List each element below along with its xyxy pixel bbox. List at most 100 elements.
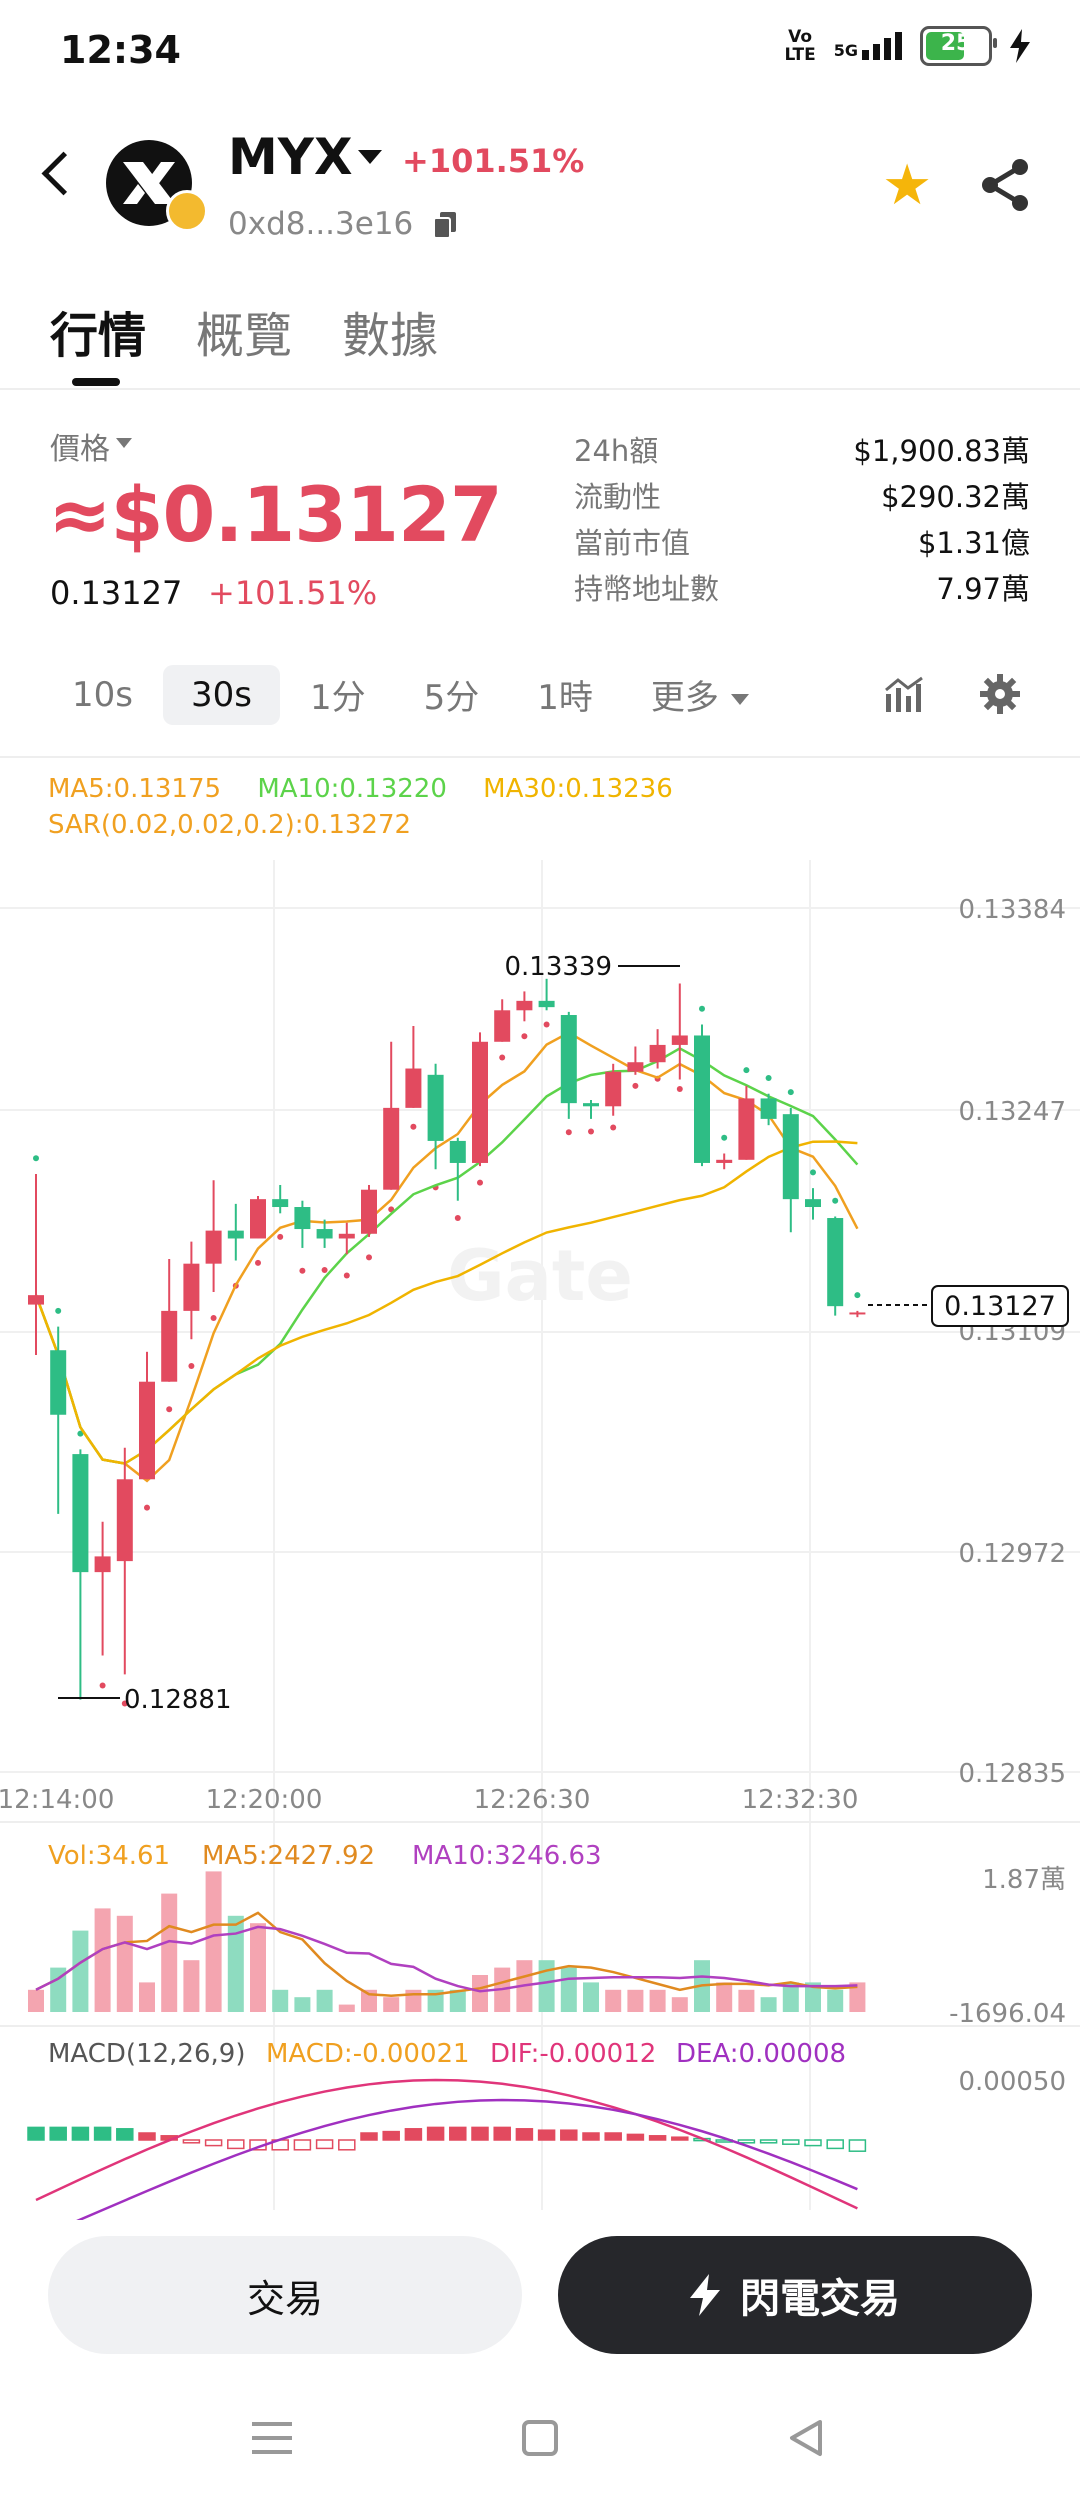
tf-5m[interactable]: 5分 xyxy=(423,678,480,718)
macd-bar xyxy=(227,2139,245,2150)
candle-body xyxy=(716,1159,733,1163)
tf-more[interactable]: 更多 xyxy=(623,660,777,729)
sar-dot xyxy=(321,1266,328,1273)
tf-1h[interactable]: 1時 xyxy=(537,678,593,718)
stat-row: 持幣地址數 7.97萬 xyxy=(574,572,1030,606)
ma5-line xyxy=(34,1031,859,1483)
price-raw: 0.13127 xyxy=(50,574,183,612)
favorite-star-icon[interactable]: ★ xyxy=(882,153,933,218)
sar-dot xyxy=(610,1124,617,1131)
home-nav-icon[interactable] xyxy=(520,2418,560,2458)
header-change: +101.51% xyxy=(402,142,585,180)
sar-dot xyxy=(55,1307,62,1314)
y-tick: 0.13247 xyxy=(958,1097,1066,1127)
macd-bar xyxy=(471,2126,489,2141)
sar-dot xyxy=(343,1272,350,1279)
x-tick: 12:26:30 xyxy=(474,1785,591,1815)
sar-dot xyxy=(299,1267,306,1274)
volume-bar xyxy=(605,1989,622,2012)
timeframe-bar: 10s 30s 1分 5分 1時 更多 xyxy=(44,660,779,729)
macd-bar xyxy=(338,2139,356,2151)
sar-dot xyxy=(632,1082,639,1089)
price-label[interactable]: 價格 xyxy=(50,432,110,467)
back-nav-icon[interactable] xyxy=(786,2418,826,2458)
volume-bar xyxy=(250,1923,266,2012)
macd-bar xyxy=(27,2126,45,2141)
dea-line xyxy=(76,2098,858,2220)
candle-body xyxy=(671,1035,688,1045)
lightning-icon xyxy=(690,2274,720,2316)
menu-nav-icon[interactable] xyxy=(248,2418,296,2458)
ma30-label: MA30:0.13236 xyxy=(483,774,673,804)
volume-ma-lines xyxy=(35,1911,858,1997)
macd-bar xyxy=(826,2139,844,2150)
macd-lines xyxy=(35,2078,858,2220)
candle-body xyxy=(361,1189,377,1234)
tab-overview[interactable]: 概覽 xyxy=(196,308,293,364)
sar-dot xyxy=(188,1362,195,1369)
ma-legend: MA5:0.13175 MA10:0.13220 MA30:0.13236 xyxy=(48,774,701,804)
volume-bar xyxy=(760,1997,777,2012)
volume-bar xyxy=(294,1997,311,2012)
sar-dot xyxy=(166,1406,173,1413)
volume-bar xyxy=(472,1975,488,2012)
candle-body xyxy=(427,1074,444,1141)
stat-row: 流動性 $290.32萬 xyxy=(574,480,1030,514)
candle-body xyxy=(94,1556,111,1573)
sar-series xyxy=(33,1005,861,1707)
sar-dot xyxy=(121,1700,128,1707)
share-icon[interactable] xyxy=(980,158,1030,212)
volume-bar xyxy=(205,1871,222,2012)
candle-body xyxy=(449,1140,466,1163)
stat-row: 24h額 $1,900.83萬 xyxy=(574,434,1030,468)
vol-label: Vol:34.61 xyxy=(48,1841,170,1871)
network-type: 5G xyxy=(833,41,858,60)
tf-10s[interactable]: 10s xyxy=(72,674,133,715)
trade-button[interactable]: 交易 xyxy=(48,2236,522,2354)
tab-data[interactable]: 數據 xyxy=(342,308,439,364)
macd-bar xyxy=(116,2128,134,2141)
candle-body xyxy=(805,1199,821,1208)
tf-30s[interactable]: 30s xyxy=(162,664,280,725)
vol-y-bottom: -1696.04 xyxy=(949,1999,1066,2029)
macd-bar xyxy=(204,2139,223,2147)
volume-bar xyxy=(272,1989,289,2012)
macd-y-top: 0.00050 xyxy=(958,2067,1066,2097)
candle-body xyxy=(227,1230,244,1239)
candle-body xyxy=(516,1000,533,1011)
volume-bar xyxy=(849,1982,866,2012)
candle-body xyxy=(472,1041,488,1163)
kline-chart[interactable]: Gate 0.13384 0.13247 0.13109 0.12972 0.1… xyxy=(0,0,1080,2220)
vol-y-top: 1.87萬 xyxy=(982,1865,1066,1895)
y-tick: 0.12972 xyxy=(958,1539,1066,1569)
candle-body xyxy=(538,1000,555,1008)
sar-dot xyxy=(477,1179,483,1186)
sar-dot xyxy=(565,1129,572,1136)
vol-ma10-line xyxy=(35,1925,858,1993)
volume-bar xyxy=(538,1960,555,2012)
candle-body xyxy=(627,1062,644,1072)
token-symbol[interactable]: MYX xyxy=(228,128,353,186)
flash-trade-button[interactable]: 閃電交易 xyxy=(558,2236,1032,2354)
settings-gear-icon[interactable] xyxy=(980,674,1020,714)
contract-address: 0xd8...3e16 xyxy=(228,206,414,242)
indicator-icon[interactable] xyxy=(884,676,924,712)
macd-bar xyxy=(648,2135,667,2141)
symbol-dropdown-icon[interactable] xyxy=(358,150,382,164)
sar-dot xyxy=(832,1197,839,1204)
sar-dot xyxy=(787,1089,794,1096)
tab-market[interactable]: 行情 xyxy=(50,308,147,364)
volume-bar xyxy=(183,1960,200,2012)
dif-line xyxy=(35,2078,858,2210)
sar-dot xyxy=(521,1033,528,1040)
sar-dot xyxy=(99,1682,106,1689)
price-label-dropdown-icon[interactable] xyxy=(116,438,132,448)
volume-bar xyxy=(782,1982,799,2012)
tab-active-indicator xyxy=(72,378,120,386)
macd-bar xyxy=(382,2130,400,2141)
volume-bar xyxy=(805,1982,821,2012)
candle-body xyxy=(760,1098,777,1119)
copy-icon[interactable] xyxy=(434,212,456,238)
volume-bar xyxy=(161,1893,178,2012)
tf-1m[interactable]: 1分 xyxy=(309,678,366,718)
